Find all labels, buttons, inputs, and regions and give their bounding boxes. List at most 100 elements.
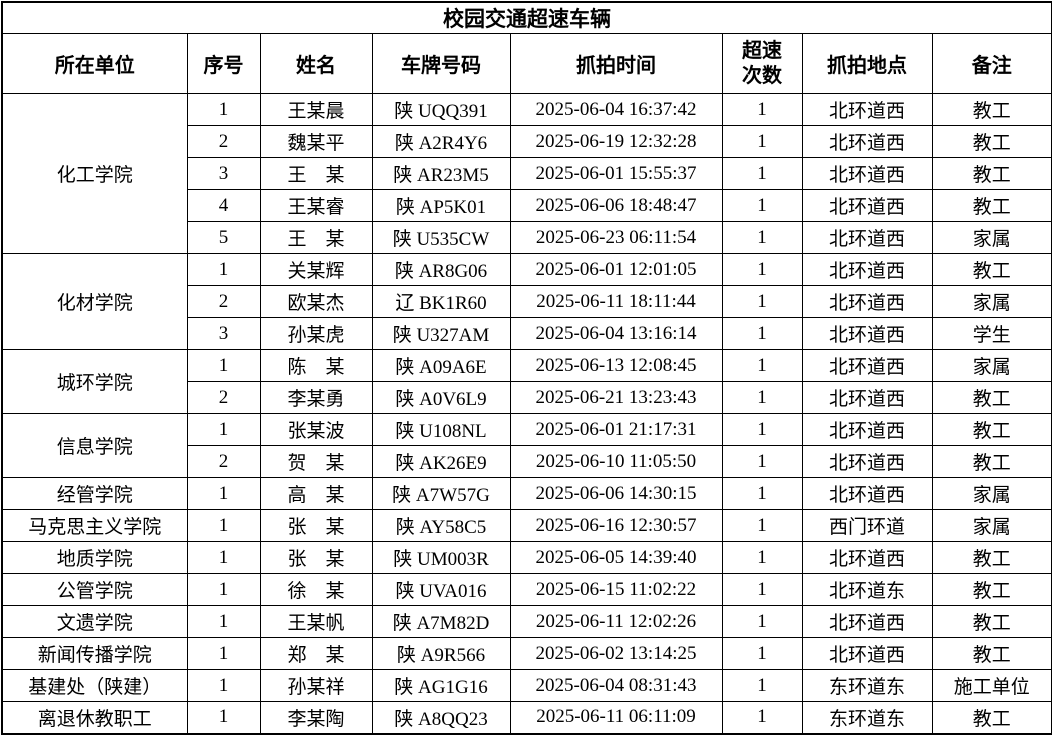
location-cell: 北环道西	[801, 349, 933, 382]
note-cell: 教工	[931, 541, 1052, 574]
note-cell: 教工	[931, 125, 1052, 158]
name-cell: 张 某	[259, 509, 373, 542]
unit-cell: 离退休教职工	[1, 701, 188, 734]
seq-cell: 3	[186, 157, 261, 190]
seq-cell: 2	[186, 285, 261, 318]
note-cell: 家属	[931, 509, 1052, 542]
col-header-count: 超速次数	[721, 33, 803, 94]
plate-cell: 陕 A0V6L9	[371, 381, 511, 414]
location-cell: 北环道西	[801, 477, 933, 510]
name-cell: 孙某祥	[259, 669, 373, 702]
table-row: 信息学院 1 张某波陕 U108NL 2025-06-01 21:17:31 1 北环道西…	[1, 413, 1052, 478]
location-cell: 北环道西	[801, 189, 933, 222]
note-cell: 学生	[931, 317, 1052, 350]
plate-cell: 陕 A7W57G	[371, 477, 511, 510]
location-cell: 东环道东	[801, 669, 933, 702]
table-row: 2 李某勇陕 A0V6L9 2025-06-21 13:23:43 1 北环道西 教工	[2, 381, 1052, 414]
plate-cell: 陕 AR8G06	[371, 253, 511, 286]
seq-cell: 1	[186, 605, 261, 638]
table-row: 化材学院 1 关某辉陕 AR8G06 2025-06-01 12:01:05 1 北环道西…	[1, 253, 1052, 350]
table-row: 地质学院 1 张 某陕 UM003R 2025-06-05 14:39:40 1 北环道西…	[1, 541, 1052, 574]
unit-cell: 经管学院	[1, 477, 188, 510]
name-cell: 陈 某	[259, 349, 373, 382]
count-cell: 1	[721, 637, 803, 670]
seq-cell: 1	[186, 93, 261, 126]
count-cell: 1	[721, 477, 803, 510]
unit-cell: 地质学院	[1, 541, 188, 574]
seq-cell: 1	[186, 637, 261, 670]
unit-cell: 基建处（陕建）	[1, 669, 188, 702]
name-cell: 徐 某	[259, 573, 373, 606]
count-cell: 1	[721, 605, 803, 638]
col-header-time: 抓拍时间	[509, 33, 723, 94]
note-cell: 教工	[931, 189, 1052, 222]
count-cell: 1	[721, 285, 803, 318]
location-cell: 北环道西	[801, 93, 933, 126]
note-cell: 家属	[931, 349, 1052, 382]
name-cell: 欧某杰	[259, 285, 373, 318]
note-cell: 教工	[931, 605, 1052, 638]
location-cell: 西门环道	[801, 509, 933, 542]
location-cell: 北环道西	[801, 605, 933, 638]
time-cell: 2025-06-04 08:31:43	[509, 669, 723, 702]
unit-cell: 化材学院	[1, 253, 188, 350]
name-cell: 张 某	[259, 541, 373, 574]
plate-cell: 辽 BK1R60	[371, 285, 511, 318]
seq-cell: 1	[186, 573, 261, 606]
table-row: 基建处（陕建） 1 孙某祥陕 AG1G16 2025-06-04 08:31:43 1 东…	[1, 669, 1052, 702]
unit-cell: 马克思主义学院	[1, 509, 188, 542]
time-cell: 2025-06-10 11:05:50	[509, 445, 723, 478]
plate-cell: 陕 A9R566	[371, 637, 511, 670]
plate-cell: 陕 AP5K01	[371, 189, 511, 222]
count-cell: 1	[721, 349, 803, 382]
seq-cell: 1	[186, 477, 261, 510]
location-cell: 北环道西	[801, 221, 933, 254]
col-header-name: 姓名	[259, 33, 373, 94]
col-header-count-label: 超速次数	[742, 39, 782, 87]
name-cell: 贺 某	[259, 445, 373, 478]
plate-cell: 陕 A7M82D	[371, 605, 511, 638]
time-cell: 2025-06-16 12:30:57	[509, 509, 723, 542]
count-cell: 1	[721, 701, 803, 734]
plate-cell: 陕 UVA016	[371, 573, 511, 606]
table-row: 2 欧某杰辽 BK1R60 2025-06-11 18:11:44 1 北环道西 家属	[2, 285, 1052, 318]
count-cell: 1	[721, 573, 803, 606]
location-cell: 北环道西	[801, 317, 933, 350]
plate-cell: 陕 AY58C5	[371, 509, 511, 542]
note-cell: 教工	[931, 701, 1052, 734]
count-cell: 1	[721, 413, 803, 446]
col-header-plate: 车牌号码	[371, 33, 511, 94]
name-cell: 郑 某	[259, 637, 373, 670]
count-cell: 1	[721, 445, 803, 478]
table-row: 新闻传播学院 1 郑 某陕 A9R566 2025-06-02 13:14:25 1 北环…	[1, 637, 1052, 670]
unit-cell: 新闻传播学院	[1, 637, 188, 670]
name-cell: 关某辉	[259, 253, 373, 286]
count-cell: 1	[721, 509, 803, 542]
count-cell: 1	[721, 189, 803, 222]
plate-cell: 陕 UQQ391	[371, 93, 511, 126]
count-cell: 1	[721, 317, 803, 350]
note-cell: 施工单位	[931, 669, 1052, 702]
name-cell: 王 某	[259, 221, 373, 254]
location-cell: 北环道东	[801, 573, 933, 606]
unit-cell: 信息学院	[1, 413, 188, 478]
time-cell: 2025-06-13 12:08:45	[509, 349, 723, 382]
time-cell: 2025-06-02 13:14:25	[509, 637, 723, 670]
seq-cell: 1	[186, 509, 261, 542]
time-cell: 2025-06-15 11:02:22	[509, 573, 723, 606]
count-cell: 1	[721, 381, 803, 414]
plate-cell: 陕 UM003R	[371, 541, 511, 574]
table-row: 化工学院 1 王某晨陕 UQQ391 2025-06-04 16:37:42 1 北环道西…	[1, 93, 1052, 254]
name-cell: 王某帆	[259, 605, 373, 638]
location-cell: 北环道西	[801, 157, 933, 190]
seq-cell: 1	[186, 349, 261, 382]
time-cell: 2025-06-11 06:11:09	[509, 701, 723, 734]
name-cell: 李某勇	[259, 381, 373, 414]
count-cell: 1	[721, 157, 803, 190]
name-cell: 王某晨	[259, 93, 373, 126]
note-cell: 教工	[931, 413, 1052, 446]
time-cell: 2025-06-23 06:11:54	[509, 221, 723, 254]
